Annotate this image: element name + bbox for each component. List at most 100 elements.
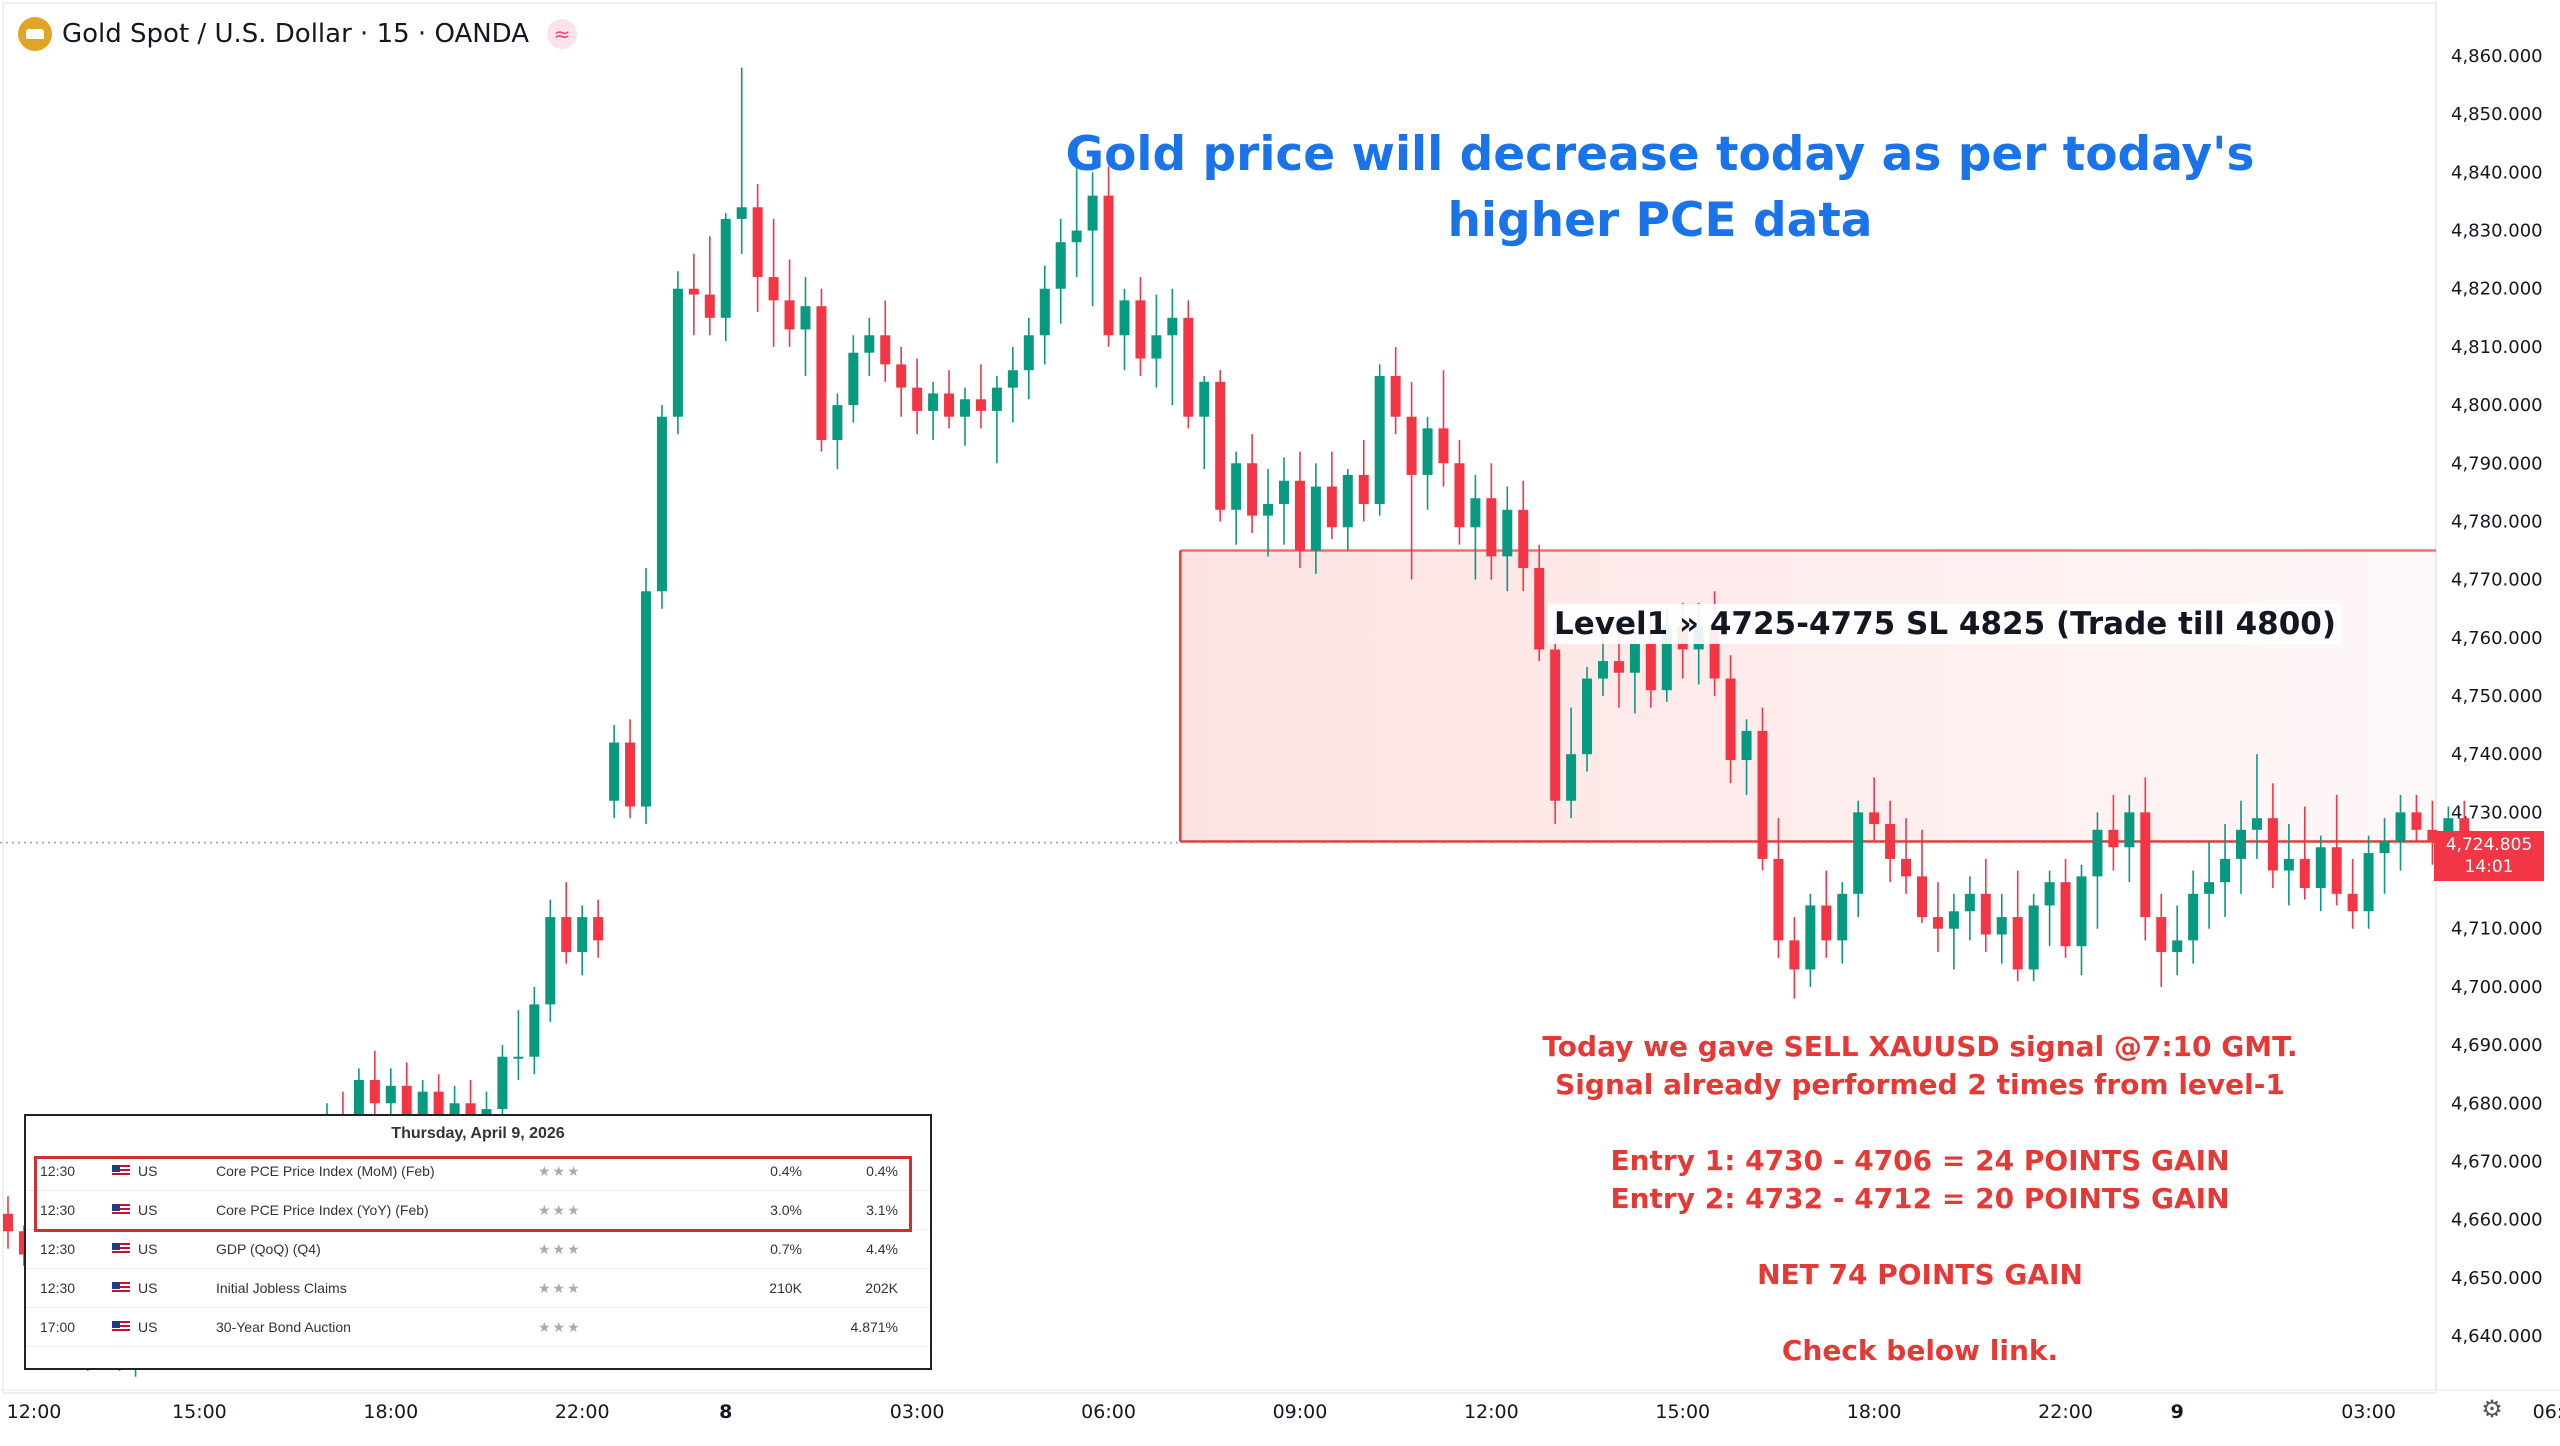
- x-tick-label: 15:00: [172, 1401, 227, 1423]
- event-actual: 4.871%: [850, 1319, 898, 1335]
- candle-body: [1199, 381, 1210, 417]
- candle-body: [1757, 730, 1768, 859]
- y-tick-label: 4,830.000: [2451, 221, 2543, 242]
- candle-body: [1645, 643, 1656, 691]
- candle-body: [1805, 905, 1816, 970]
- event-name: Initial Jobless Claims: [216, 1280, 347, 1296]
- y-tick-label: 4,650.000: [2451, 1268, 2543, 1289]
- wave-approx-icon[interactable]: ≈: [547, 19, 578, 49]
- candle-body: [2251, 818, 2262, 830]
- gear-icon[interactable]: ⚙: [2481, 1396, 2503, 1423]
- event-forecast: 210K: [769, 1280, 802, 1296]
- candle-body: [1773, 858, 1784, 941]
- candle-body: [369, 1080, 380, 1104]
- us-flag-icon: [112, 1282, 130, 1294]
- candle-body: [1247, 463, 1258, 516]
- candle-body: [1087, 195, 1098, 231]
- candle-body: [401, 1085, 412, 1115]
- x-tick-label: 15:00: [1655, 1401, 1710, 1423]
- event-forecast: 0.7%: [770, 1241, 802, 1257]
- candle-body: [561, 917, 572, 952]
- candle-body: [848, 352, 859, 406]
- y-tick-label: 4,840.000: [2451, 162, 2543, 183]
- candle-body: [864, 335, 875, 353]
- net-gain: NET 74 POINTS GAIN: [1757, 1258, 2083, 1291]
- candle-body: [975, 399, 986, 411]
- candle-body: [1550, 649, 1561, 801]
- candle-body: [1853, 812, 1864, 894]
- y-tick-label: 4,640.000: [2451, 1326, 2543, 1347]
- candle-body: [1151, 335, 1162, 359]
- candle-body: [1374, 376, 1385, 504]
- candle-body: [1566, 754, 1577, 801]
- importance-stars: ★★★: [538, 1319, 582, 1335]
- event-time: 12:30: [40, 1280, 76, 1296]
- x-tick-label: 03:00: [2341, 1401, 2396, 1423]
- symbol-header[interactable]: Gold Spot / U.S. Dollar · 15 · OANDA ≈: [18, 14, 578, 54]
- calendar-date: Thursday, April 9, 2026: [391, 1125, 565, 1142]
- us-flag-icon: [112, 1243, 130, 1255]
- calendar-row: 12:30 US Core PCE Price Index (MoM) (Feb) ★…: [26, 1152, 930, 1191]
- candle-body: [944, 393, 955, 417]
- event-forecast: 3.0%: [770, 1202, 802, 1218]
- candle-body: [1709, 626, 1720, 679]
- candle-body: [1358, 474, 1369, 504]
- y-tick-label: 4,790.000: [2451, 453, 2543, 474]
- event-name: GDP (QoQ) (Q4): [216, 1241, 321, 1257]
- calendar-row: 12:30 US Core PCE Price Index (YoY) (Feb) ★…: [26, 1191, 930, 1230]
- event-actual: 4.4%: [866, 1241, 898, 1257]
- candle-body: [2108, 829, 2119, 848]
- call-to-action: Check below link.: [1781, 1334, 2059, 1367]
- y-tick-label: 4,710.000: [2451, 919, 2543, 940]
- event-name: 30-Year Bond Auction: [216, 1319, 351, 1335]
- candle-body: [1741, 730, 1752, 760]
- y-tick-label: 4,760.000: [2451, 628, 2543, 649]
- event-time: 12:30: [40, 1163, 76, 1179]
- event-time: 12:30: [40, 1202, 76, 1218]
- event-name: Core PCE Price Index (YoY) (Feb): [216, 1202, 429, 1218]
- candle-body: [2028, 905, 2039, 970]
- current-price-value: 4,724.805: [2445, 835, 2533, 855]
- candle-body: [656, 416, 667, 592]
- candle-body: [1996, 917, 2007, 935]
- y-tick-label: 4,670.000: [2451, 1151, 2543, 1172]
- candle-body: [433, 1091, 444, 1133]
- candle-body: [593, 917, 604, 941]
- x-tick-label: 06:00: [2533, 1401, 2560, 1423]
- candle-body: [1837, 893, 1848, 941]
- x-tick-label: 8: [719, 1401, 732, 1423]
- y-tick-label: 4,820.000: [2451, 279, 2543, 300]
- candle-body: [1486, 498, 1497, 557]
- headline-line-1: Gold price will decrease today as per to…: [1065, 127, 2255, 182]
- headline-line-2: higher PCE data: [1447, 193, 1873, 248]
- candle-body: [1183, 317, 1194, 417]
- candle-body: [1326, 486, 1337, 528]
- calendar-row: 12:30 US Initial Jobless Claims ★★★ 210K 202K: [26, 1269, 930, 1308]
- candle-body: [1789, 940, 1800, 970]
- y-tick-label: 4,730.000: [2451, 802, 2543, 823]
- candle-body: [1310, 486, 1321, 551]
- candle-body: [768, 277, 779, 301]
- candle-body: [529, 1004, 540, 1057]
- signal-line-2: Signal already performed 2 times from le…: [1555, 1068, 2285, 1101]
- candle-body: [832, 405, 843, 440]
- candle-body: [2076, 876, 2087, 947]
- symbol-title[interactable]: Gold Spot / U.S. Dollar · 15 · OANDA: [62, 19, 530, 49]
- y-tick-label: 4,780.000: [2451, 511, 2543, 532]
- candle-body: [1725, 678, 1736, 760]
- candle-body: [2395, 812, 2406, 842]
- y-tick-label: 4,680.000: [2451, 1093, 2543, 1114]
- candle-body: [2060, 882, 2071, 947]
- candle-body: [385, 1085, 396, 1104]
- x-tick-label: 9: [2171, 1401, 2184, 1423]
- candle-body: [2156, 917, 2167, 952]
- bar-countdown: 14:01: [2464, 857, 2514, 877]
- candle-body: [1629, 643, 1640, 673]
- event-actual: 202K: [865, 1280, 898, 1296]
- sell-zone: [1180, 550, 2436, 842]
- event-time: 12:30: [40, 1241, 76, 1257]
- candle-body: [1103, 195, 1114, 336]
- candle-body: [1869, 812, 1880, 824]
- candle-body: [1917, 876, 1927, 918]
- candle-body: [1071, 230, 1082, 243]
